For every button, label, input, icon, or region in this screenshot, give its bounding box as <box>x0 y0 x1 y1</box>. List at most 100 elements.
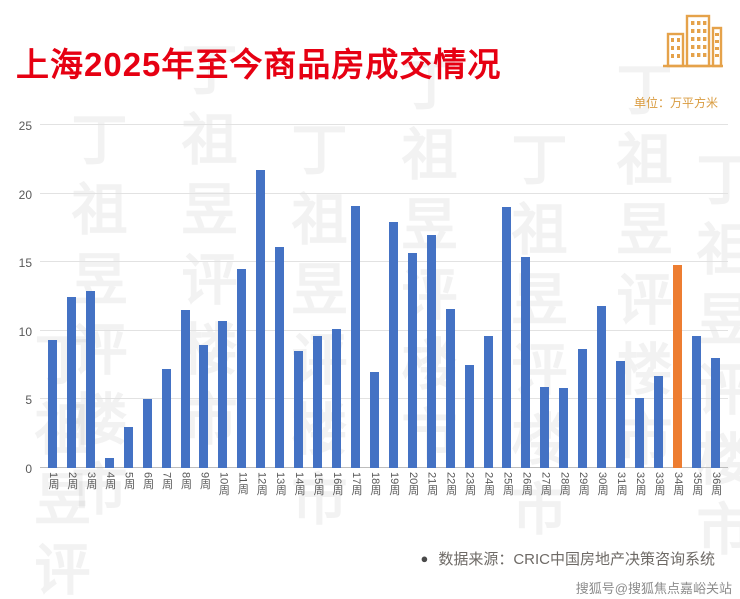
data-source-row: ● 数据来源：CRIC中国房地产决策咨询系统 <box>420 548 715 569</box>
bar <box>256 170 266 468</box>
bar-slot <box>346 125 365 468</box>
x-axis-label: 13周 <box>274 472 287 496</box>
y-axis-tick-label: 10 <box>18 324 32 339</box>
bar <box>653 376 663 468</box>
gridline <box>40 124 728 125</box>
bar-slot <box>176 125 195 468</box>
x-axis-label: 27周 <box>539 472 552 496</box>
bar-slot <box>119 125 138 468</box>
bar <box>332 329 342 468</box>
bar-slot <box>441 125 460 468</box>
x-axis-label: 11周 <box>236 472 249 495</box>
bar-slot <box>365 125 384 468</box>
x-axis-label: 29周 <box>577 472 590 496</box>
x-axis-label: 1周 <box>46 472 59 490</box>
x-axis-label: 20周 <box>406 472 419 496</box>
x-axis-label: 2周 <box>65 472 78 490</box>
bar <box>66 296 76 468</box>
x-axis-label: 34周 <box>671 472 684 496</box>
bar-slot <box>62 125 81 468</box>
gridline <box>40 192 728 194</box>
bar <box>502 207 512 468</box>
bar <box>237 269 247 468</box>
bar-slot <box>403 125 422 468</box>
bar-slot <box>516 125 535 468</box>
x-axis-label: 30周 <box>596 472 609 496</box>
x-axis-label: 18周 <box>368 472 381 496</box>
bar <box>597 306 607 468</box>
x-axis-label: 35周 <box>690 472 703 496</box>
gridline <box>40 261 728 263</box>
x-axis-label: 16周 <box>331 472 344 496</box>
x-axis-label: 32周 <box>634 472 647 496</box>
page-title: 上海2025年至今商品房成交情况 <box>16 46 502 84</box>
x-axis-label: 21周 <box>425 472 438 496</box>
x-axis-labels: 1周 2周 3周 4周 5周 6周 7周 8周 9周 10周 11周 12周 13周 14周 15周 16周 1… <box>40 468 728 495</box>
bar-slot <box>308 125 327 468</box>
bar-slot <box>384 125 403 468</box>
bar <box>369 371 379 468</box>
bar <box>199 344 209 468</box>
data-source-text: 数据来源：CRIC中国房地产决策咨询系统 <box>438 551 715 568</box>
building-logo-icon <box>663 14 723 68</box>
bar-slot <box>687 125 706 468</box>
bar <box>123 426 133 468</box>
bar-slot <box>535 125 554 468</box>
x-axis-label: 28周 <box>558 472 571 496</box>
bar <box>635 398 645 468</box>
x-axis-label: 3周 <box>84 472 97 490</box>
bar-slot <box>611 125 630 468</box>
bar-slot <box>81 125 100 468</box>
bar <box>445 308 455 468</box>
x-axis-label: 17周 <box>349 472 362 496</box>
y-axis-tick-label: 25 <box>18 119 32 133</box>
bar <box>275 247 285 468</box>
bar-slot <box>43 125 62 468</box>
bar-slot <box>327 125 346 468</box>
gridline <box>40 398 728 400</box>
site-watermark: 搜狐号@搜狐焦点嘉峪关站 <box>575 581 732 596</box>
x-axis-label: 6周 <box>141 472 154 490</box>
x-axis-label: 23周 <box>463 472 476 496</box>
x-axis-label: 33周 <box>652 472 665 496</box>
bars-container <box>40 125 728 468</box>
x-axis-label: 12周 <box>255 472 268 496</box>
bar <box>464 365 474 468</box>
bar-slot <box>479 125 498 468</box>
x-axis-label: 4周 <box>103 472 116 490</box>
x-axis-label: 19周 <box>387 472 400 496</box>
bar-slot <box>498 125 517 468</box>
bar-slot <box>592 125 611 468</box>
bar <box>104 458 114 468</box>
bar <box>161 369 171 468</box>
bar <box>483 336 493 468</box>
bar-slot <box>460 125 479 468</box>
bar-slot <box>232 125 251 468</box>
x-axis-label: 14周 <box>293 472 306 496</box>
x-axis-label: 5周 <box>122 472 135 490</box>
bar-slot <box>668 125 687 468</box>
x-axis-label: 10周 <box>217 472 230 496</box>
bar-slot <box>422 125 441 468</box>
bar <box>142 399 152 468</box>
plot-area: 0 5 10 15 20 25 <box>19 119 728 476</box>
x-axis-label: 15周 <box>312 472 325 496</box>
bar-slot <box>213 125 232 468</box>
x-axis-label: 31周 <box>615 472 628 496</box>
y-axis-tick-label: 0 <box>25 462 32 476</box>
bar <box>47 340 57 468</box>
bar <box>294 351 304 468</box>
bar-slot <box>195 125 214 468</box>
bar-slot <box>649 125 668 468</box>
bar-slot <box>554 125 573 468</box>
bar-slot <box>573 125 592 468</box>
x-axis-label: 24周 <box>482 472 495 496</box>
bar <box>218 321 228 468</box>
bar <box>388 222 398 468</box>
highlighted-bar <box>672 264 682 468</box>
bar <box>540 387 550 468</box>
y-axis-tick-label: 20 <box>18 187 32 202</box>
source-bullet-icon: ● <box>420 551 429 566</box>
x-axis-label: 26周 <box>520 472 533 496</box>
gridline <box>40 329 728 331</box>
